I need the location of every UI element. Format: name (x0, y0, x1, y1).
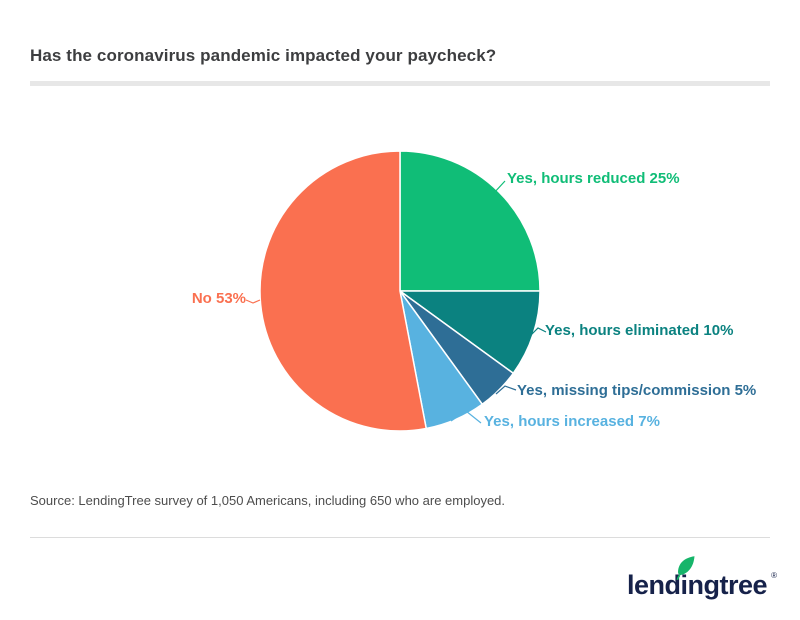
pie-leader-line-2 (495, 385, 517, 395)
pie-leader-line-3 (450, 410, 482, 424)
pie-slice-1 (399, 290, 541, 375)
pie-chart (245, 150, 547, 432)
logo-text: lendingtree (627, 570, 768, 600)
pie-slice-4 (259, 150, 427, 432)
pie-leader-line-1 (529, 327, 547, 337)
pie-leader-line-0 (492, 180, 506, 195)
pie-slice-0 (399, 150, 541, 292)
registered-mark: ® (771, 571, 777, 580)
leaf-icon (676, 556, 695, 581)
source-note: Source: LendingTree survey of 1,050 Amer… (30, 493, 506, 508)
footer-divider (30, 537, 770, 538)
title-underline (30, 81, 770, 86)
chart-title: Has the coronavirus pandemic impacted yo… (30, 46, 497, 65)
lendingtree-logo: lendingtree ® (627, 556, 787, 606)
pie-leader-line-4 (245, 299, 261, 304)
